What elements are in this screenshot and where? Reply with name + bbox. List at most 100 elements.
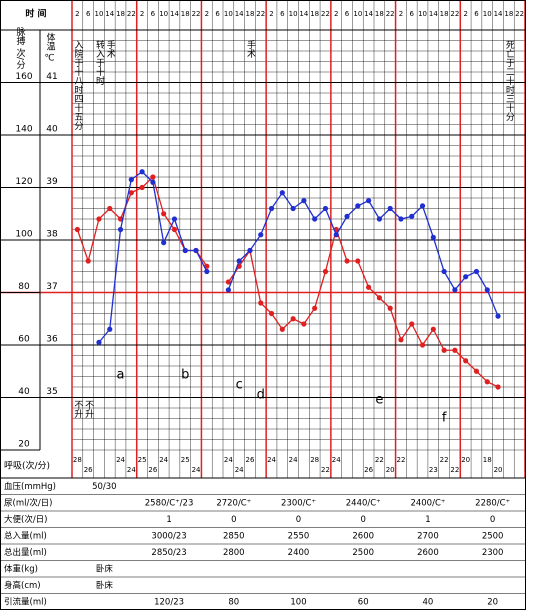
annotation: 死亡于二十时三十分	[504, 40, 514, 122]
data-point	[150, 179, 156, 185]
data-point	[366, 284, 372, 290]
cell-value: 2850	[223, 531, 245, 541]
row-label: 总出量(ml)	[4, 547, 47, 558]
cell-value: 2440/C⁺	[346, 498, 381, 508]
marker-letter: b	[181, 368, 189, 383]
y2-tick-label: 40	[46, 125, 58, 135]
data-point	[344, 258, 350, 264]
data-point	[74, 226, 80, 233]
hour-label: 14	[235, 10, 244, 18]
hour-label: 18	[504, 10, 513, 18]
hour-label: 10	[289, 10, 298, 18]
hour-label: 2	[269, 10, 273, 18]
respiration-value: 28	[73, 456, 82, 464]
data-point	[430, 234, 436, 240]
respiration-value: 22	[440, 456, 449, 464]
data-point	[204, 268, 210, 275]
cell-value: 100	[290, 597, 306, 607]
marker-letter: d	[257, 388, 265, 403]
y-tick-label: 140	[15, 125, 32, 135]
data-point	[139, 169, 145, 175]
data-point	[117, 216, 124, 222]
cell-value: 2580/C⁺/23	[145, 498, 194, 508]
data-point	[398, 216, 404, 222]
data-point	[419, 203, 426, 209]
hour-label: 22	[256, 10, 265, 18]
data-point	[463, 274, 469, 280]
cell-value: 1	[425, 515, 430, 525]
cell-value: 2800	[223, 548, 245, 558]
hour-label: 14	[170, 10, 179, 18]
data-point	[247, 247, 253, 254]
data-point	[344, 213, 350, 219]
hour-label: 10	[159, 10, 168, 18]
hour-label: 10	[353, 10, 362, 18]
cell-value: 1	[166, 515, 171, 525]
data-point	[193, 247, 199, 254]
data-point	[409, 213, 415, 219]
data-point	[225, 279, 231, 285]
hour-label: 6	[410, 10, 415, 18]
cell-value: 0	[490, 515, 495, 525]
data-point	[409, 321, 415, 327]
data-point	[473, 268, 480, 275]
cell-value: 2850/23	[151, 548, 186, 558]
data-point	[171, 226, 178, 233]
hour-label: 2	[463, 10, 467, 18]
hour-label: 14	[494, 10, 503, 18]
respiration-value: 24	[159, 456, 168, 464]
respiration-value: 25	[138, 456, 147, 464]
hour-label: 18	[440, 10, 449, 18]
data-point	[279, 326, 285, 332]
data-point	[107, 205, 113, 212]
respiration-value: 20	[461, 456, 470, 464]
y-tick-label: 60	[18, 335, 30, 345]
data-point	[322, 205, 329, 212]
data-point	[268, 205, 275, 212]
cell-value: 2400/C⁺	[410, 498, 445, 508]
hour-label: 22	[386, 10, 395, 18]
y2-tick-label: 35	[46, 387, 57, 397]
data-point	[182, 247, 188, 254]
hour-label: 2	[205, 10, 209, 18]
data-point	[96, 339, 102, 345]
hour-label: 6	[215, 10, 220, 18]
data-point	[85, 258, 91, 264]
respiration-value: 25	[181, 456, 190, 464]
cell-value: 卧床	[96, 563, 114, 574]
data-point	[355, 258, 361, 264]
cell-value: 0	[361, 515, 366, 525]
respiration-value: 26	[364, 466, 373, 474]
data-point	[236, 258, 242, 264]
cell-value: 120/23	[154, 597, 184, 607]
hour-label: 6	[86, 10, 91, 18]
y-tick-label: 40	[18, 387, 30, 397]
hour-label: 22	[321, 10, 330, 18]
data-point	[419, 342, 426, 348]
data-point	[128, 190, 134, 196]
data-point	[452, 347, 458, 353]
y2-tick-label: 38	[46, 230, 58, 240]
hour-label: 14	[429, 10, 438, 18]
y-tick-label: 100	[15, 230, 32, 240]
row-label: 尿(ml/次/日)	[4, 497, 53, 508]
cell-value: 40	[423, 597, 434, 607]
hour-label: 10	[483, 10, 492, 18]
cell-value: 2600	[352, 531, 374, 541]
annotation: 不升	[72, 400, 83, 419]
row-label: 引流量(ml)	[4, 596, 47, 607]
data-point	[117, 226, 124, 233]
respiration-value: 24	[235, 466, 244, 474]
row-label: 血压(mmHg)	[4, 481, 56, 492]
data-point	[387, 205, 393, 212]
data-point	[484, 287, 490, 293]
pulse-label: 脉搏 次/分	[15, 26, 26, 70]
respiration-value: 22	[375, 456, 384, 464]
respiration-value: 20	[386, 466, 395, 474]
y-tick-label: 160	[15, 72, 32, 82]
respiration-value: 26	[84, 466, 93, 474]
data-point	[376, 216, 382, 222]
respiration-value: 26	[148, 466, 157, 474]
cell-value: 0	[231, 515, 236, 525]
